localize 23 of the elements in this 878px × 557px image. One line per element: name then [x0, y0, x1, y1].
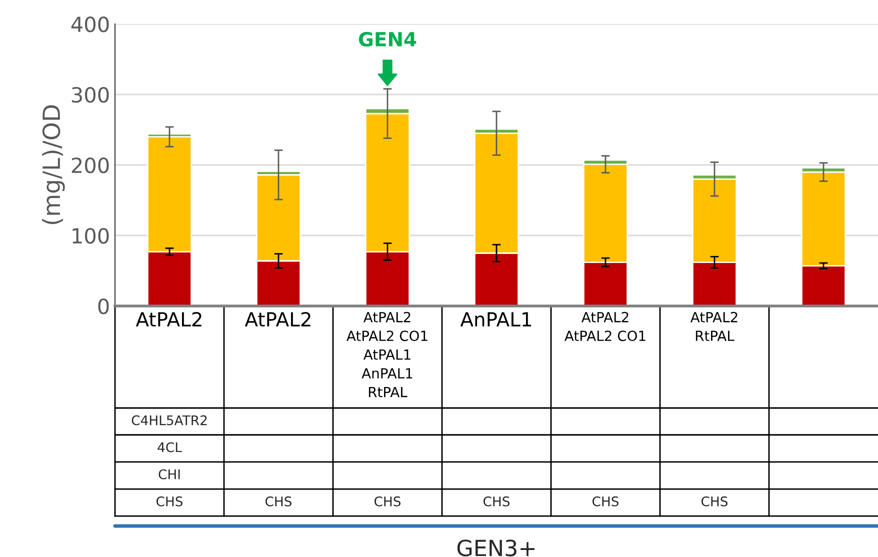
text: C4HL5ATR2 — [132, 415, 207, 426]
text: CHS — [701, 496, 728, 506]
text: GEN3+ — [457, 540, 534, 556]
x-tick-label: AtPAL2 — [244, 312, 310, 326]
annotation: GEN4 — [358, 32, 416, 47]
text: CHS — [592, 496, 619, 506]
text: CHS — [156, 496, 183, 506]
x-tick-label: AtPAL2 AtPAL2 CO1 AtPAL1 AnPAL1 RtPAL — [346, 312, 428, 398]
x-tick-label: AtPAL2 AtPAL2 CO1 — [564, 312, 646, 342]
text: 4CL — [158, 442, 182, 452]
text: CHS — [483, 496, 510, 506]
text: CHS — [265, 496, 292, 506]
x-tick-label: AtPAL2 — [136, 312, 202, 326]
y-tick-label: 200 — [72, 157, 109, 174]
x-tick-label: AnPAL1 — [460, 312, 532, 326]
x-tick-label: AtPAL2 RtPAL — [690, 312, 738, 341]
y-tick-label: 0 — [98, 298, 109, 314]
y-tick-label: 100 — [72, 228, 109, 244]
text: CHS — [374, 496, 401, 506]
y-axis-title: (mg/L)/OD — [42, 105, 65, 224]
y-tick-label: 300 — [72, 86, 109, 103]
y-tick-label: 400 — [71, 16, 109, 32]
text: CHI — [158, 469, 180, 480]
